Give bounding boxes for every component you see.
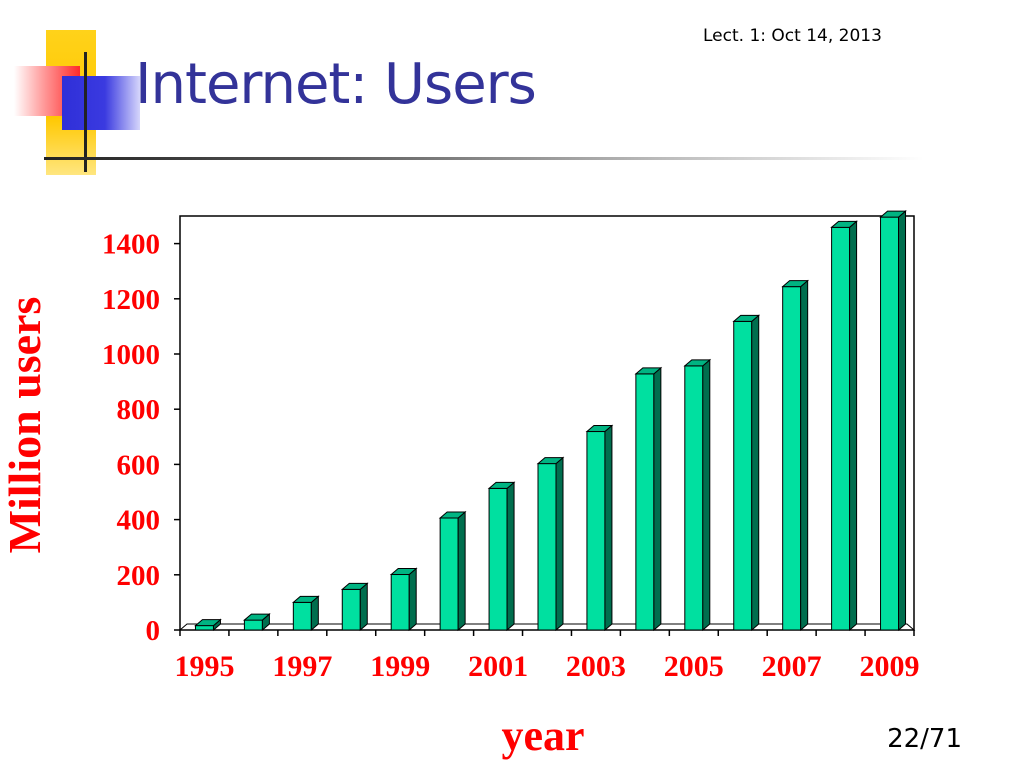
bar-front xyxy=(733,320,753,631)
x-axis-ticks: 1995 1997 1999 2001 2003 2005 2007 2009 xyxy=(174,630,920,683)
y-tick-label: 400 xyxy=(117,505,161,537)
bar-top xyxy=(585,425,614,433)
bar-1996 xyxy=(243,612,271,632)
bar-top xyxy=(340,582,369,590)
bar-side xyxy=(408,567,417,632)
bar-1995 xyxy=(194,618,222,632)
y-tick-label: 0 xyxy=(146,615,161,647)
bar-top xyxy=(487,481,516,489)
bar-top xyxy=(830,220,858,228)
bar-front xyxy=(390,574,410,631)
bar-top xyxy=(438,511,467,519)
x-tick-label: 2009 xyxy=(860,650,920,683)
bar-side xyxy=(359,582,368,632)
bar-front xyxy=(194,625,214,631)
slide-title: Internet: Users xyxy=(135,52,537,117)
bar-2004 xyxy=(634,366,663,632)
bar-top xyxy=(389,568,418,576)
bar-2000 xyxy=(438,510,467,632)
x-tick-label: 1999 xyxy=(370,650,430,683)
y-tick-label: 1000 xyxy=(102,339,160,371)
x-tick-label: 2005 xyxy=(664,650,724,683)
bar-top xyxy=(683,359,712,367)
page-number: 22/71 xyxy=(887,724,962,754)
bar-2003 xyxy=(585,424,614,632)
x-tick-label: 2001 xyxy=(468,650,528,683)
bar-top xyxy=(243,613,271,621)
bar-front xyxy=(831,226,851,631)
bars xyxy=(194,210,907,632)
bar-top xyxy=(536,457,565,465)
bar-side xyxy=(849,220,858,632)
bar-top xyxy=(194,619,222,627)
bar-top xyxy=(781,280,810,288)
decorative-blue-square xyxy=(62,76,140,130)
bar-front xyxy=(684,365,704,631)
x-tick-label: 1995 xyxy=(174,650,234,683)
y-tick-label: 200 xyxy=(117,560,161,592)
bar-2002 xyxy=(536,456,565,632)
x-axis-label: year xyxy=(501,711,584,760)
y-axis-ticks: 0 200 400 600 800 1000 1200 1400 xyxy=(102,229,180,647)
bar-1998 xyxy=(340,582,369,632)
bar-top xyxy=(732,314,761,322)
y-tick-label: 1200 xyxy=(102,284,160,316)
bar-side xyxy=(898,210,907,632)
bar-top xyxy=(291,595,320,603)
y-tick-label: 800 xyxy=(117,394,161,426)
lecture-date: Lect. 1: Oct 14, 2013 xyxy=(703,26,882,46)
bar-2007 xyxy=(781,279,810,632)
bar-2009 xyxy=(879,210,907,632)
x-tick-label: 2007 xyxy=(762,650,822,683)
bar-front xyxy=(782,286,802,631)
bar-front xyxy=(586,431,606,631)
bar-front xyxy=(635,373,655,631)
bar-1997 xyxy=(291,595,320,632)
bar-2001 xyxy=(487,481,516,632)
decorative-vertical-line xyxy=(84,52,87,172)
bar-front xyxy=(439,517,459,631)
bar-1999 xyxy=(389,567,418,632)
bar-side xyxy=(506,481,515,632)
x-tick-label: 2003 xyxy=(566,650,626,683)
bar-side xyxy=(702,358,711,632)
bar-side xyxy=(653,366,662,632)
bar-front xyxy=(537,463,557,631)
bar-side xyxy=(751,314,760,632)
bar-front xyxy=(243,619,263,631)
bar-top xyxy=(634,367,663,375)
bar-side xyxy=(457,510,466,632)
y-tick-label: 600 xyxy=(117,449,161,481)
bar-front xyxy=(292,601,312,631)
x-tick-label: 1997 xyxy=(272,650,332,683)
y-tick-label: 1400 xyxy=(102,229,160,261)
bar-side xyxy=(800,279,809,632)
bar-side xyxy=(604,424,613,632)
bar-2005 xyxy=(683,358,712,632)
bar-front xyxy=(488,487,508,631)
title-underline xyxy=(44,157,924,160)
bar-2006 xyxy=(732,314,761,632)
bar-front xyxy=(341,588,361,631)
bar-top xyxy=(879,210,907,218)
y-axis-label: Million users xyxy=(0,297,50,554)
bar-side xyxy=(555,456,564,632)
bar-front xyxy=(880,216,900,631)
bar-2008 xyxy=(830,220,858,632)
